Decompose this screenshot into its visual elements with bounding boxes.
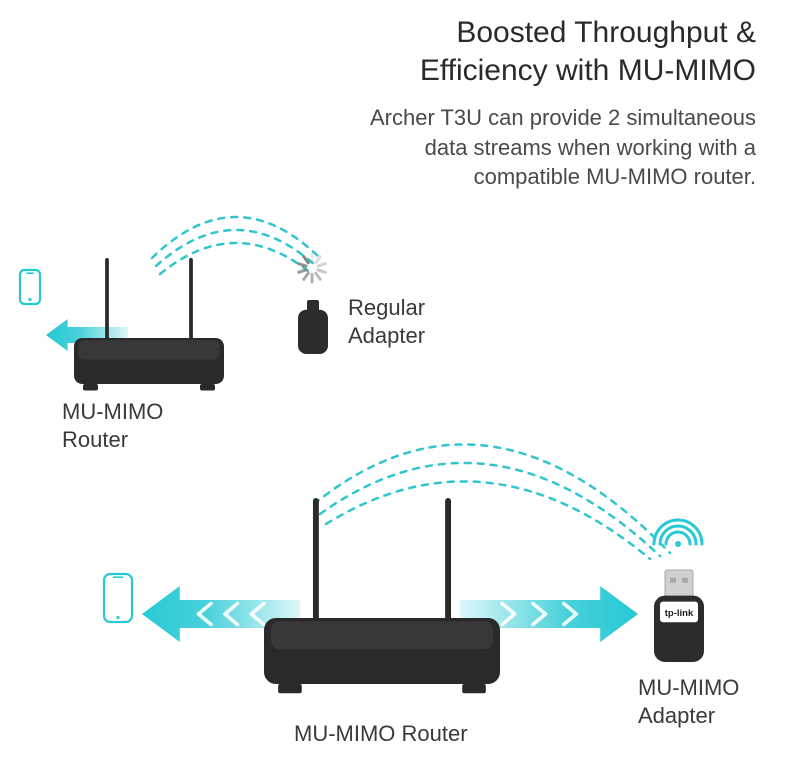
phone-icon-bottom bbox=[104, 574, 132, 622]
signal-arc-bottom-2 bbox=[320, 463, 660, 556]
regular-adapter-icon bbox=[298, 300, 328, 354]
signal-arc-top-1 bbox=[160, 243, 312, 274]
phone-icon-top bbox=[20, 270, 40, 304]
mu-mimo-router-top bbox=[74, 258, 224, 390]
mu-mimo-adapter-icon: tp-link bbox=[654, 570, 704, 662]
diagram-canvas: tp-link bbox=[0, 14, 800, 774]
signal-arc-bottom-3 bbox=[314, 444, 670, 553]
signal-arc-top-3 bbox=[152, 217, 320, 258]
svg-text:tp-link: tp-link bbox=[665, 608, 694, 619]
wifi-icon bbox=[654, 520, 702, 547]
mu-mimo-router-bottom bbox=[264, 498, 500, 693]
